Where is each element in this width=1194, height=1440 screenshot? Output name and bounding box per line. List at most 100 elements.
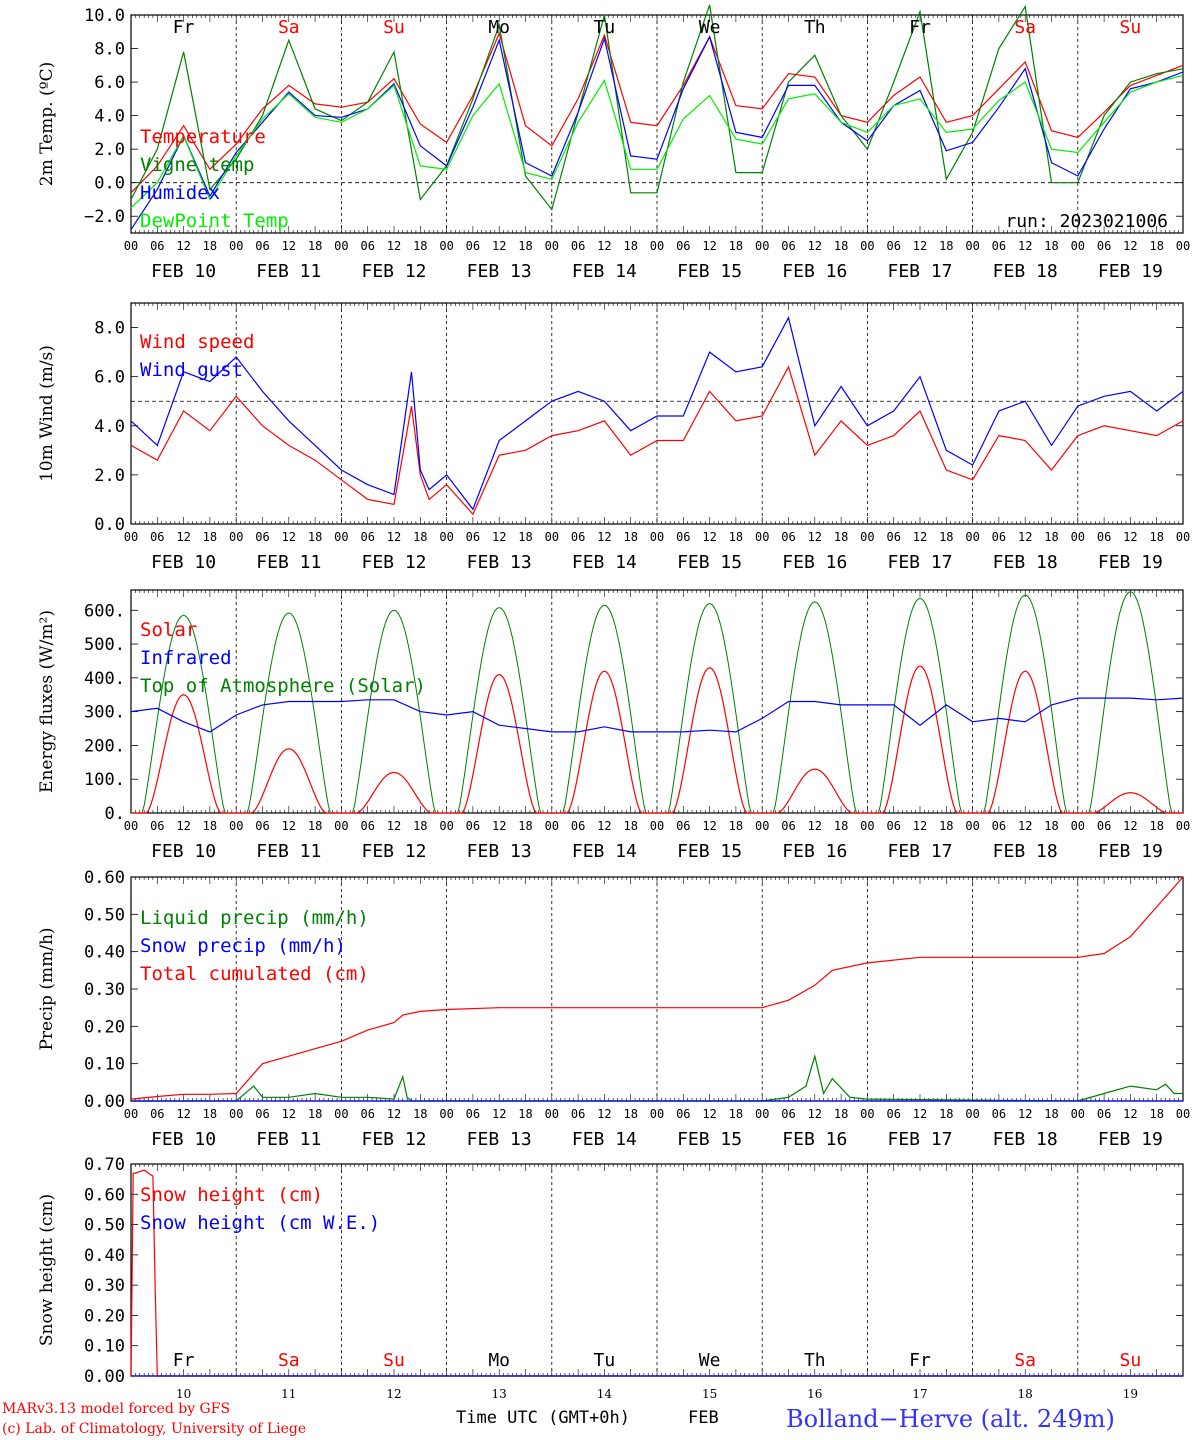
hour-tick-label: 12 bbox=[176, 530, 190, 544]
hour-tick-label: 12 bbox=[1123, 819, 1137, 833]
hour-tick-label: 18 bbox=[729, 819, 743, 833]
date-label: FEB 16 bbox=[782, 1129, 847, 1150]
hour-tick-label: 12 bbox=[492, 819, 506, 833]
y-tick-label: 600. bbox=[84, 601, 125, 621]
y-tick-label: −2.0 bbox=[84, 207, 125, 227]
hour-tick-label: 00 bbox=[860, 530, 874, 544]
weekday-label: We bbox=[699, 17, 721, 38]
model-credit: MARv3.13 model forced by GFS bbox=[2, 1401, 230, 1417]
panel-2: 0.0 2.0 4.0 6.0 8.0 10m Wind (m/s) Wind speed W… bbox=[37, 302, 1190, 573]
hour-tick-label: 18 bbox=[623, 1107, 637, 1121]
legend-entry: Humidex bbox=[140, 182, 220, 204]
hour-tick-label: 06 bbox=[1097, 239, 1111, 253]
hour-tick-label: 12 bbox=[597, 819, 611, 833]
hour-tick-label: 00 bbox=[755, 1107, 769, 1121]
hour-tick-label: 12 bbox=[808, 239, 822, 253]
hour-tick-label: 06 bbox=[150, 819, 164, 833]
hour-tick-label: 18 bbox=[939, 530, 953, 544]
hour-tick-label: 06 bbox=[992, 1107, 1006, 1121]
hour-tick-label: 06 bbox=[571, 819, 585, 833]
legend-entry: Top of Atmosphere (Solar) bbox=[140, 675, 426, 697]
date-label: FEB 14 bbox=[572, 552, 637, 573]
hour-tick-label: 12 bbox=[913, 239, 927, 253]
weekday-label: Sa bbox=[1014, 17, 1036, 38]
hour-tick-label: 00 bbox=[1176, 530, 1190, 544]
hour-tick-label: 06 bbox=[466, 530, 480, 544]
hour-tick-label: 00 bbox=[334, 530, 348, 544]
y-tick-label: 0.50 bbox=[84, 1216, 125, 1236]
hour-tick-label: 12 bbox=[1018, 239, 1032, 253]
date-label: FEB 11 bbox=[256, 1129, 321, 1150]
y-tick-label: 0.00 bbox=[84, 1092, 125, 1112]
y-tick-label: 0.00 bbox=[84, 1367, 125, 1387]
hour-tick-label: 18 bbox=[939, 239, 953, 253]
day-number-label: 13 bbox=[492, 1387, 507, 1401]
series-snow-height-cm bbox=[130, 1169, 1183, 1377]
weekday-label: Tu bbox=[594, 1350, 616, 1371]
hour-tick-label: 12 bbox=[702, 239, 716, 253]
series-vigne-temp bbox=[130, 4, 1184, 211]
hour-tick-label: 00 bbox=[124, 530, 138, 544]
date-label: FEB 16 bbox=[782, 552, 847, 573]
hour-tick-label: 00 bbox=[229, 1107, 243, 1121]
hour-tick-label: 06 bbox=[781, 530, 795, 544]
hour-tick-label: 18 bbox=[1149, 239, 1163, 253]
hour-tick-label: 06 bbox=[992, 239, 1006, 253]
hour-tick-label: 18 bbox=[729, 530, 743, 544]
y-tick-label: 0.20 bbox=[84, 1306, 125, 1326]
hour-tick-label: 12 bbox=[702, 530, 716, 544]
hour-tick-label: 06 bbox=[466, 239, 480, 253]
legend-entry: Solar bbox=[140, 619, 197, 641]
hour-tick-label: 12 bbox=[913, 530, 927, 544]
y-tick-label: 0.20 bbox=[84, 1017, 125, 1037]
hour-tick-label: 00 bbox=[755, 239, 769, 253]
hour-tick-label: 00 bbox=[439, 1107, 453, 1121]
hour-tick-label: 12 bbox=[1123, 530, 1137, 544]
series-wind-speed bbox=[130, 365, 1184, 516]
weekday-label: Fr bbox=[173, 17, 195, 38]
y-tick-label: 0.10 bbox=[84, 1055, 125, 1075]
hour-tick-label: 06 bbox=[781, 239, 795, 253]
date-label: FEB 19 bbox=[1098, 552, 1163, 573]
y-tick-label: 0.0 bbox=[94, 174, 125, 194]
time-axis-label: Time UTC (GMT+0h) bbox=[456, 1408, 630, 1428]
date-label: FEB 13 bbox=[467, 1129, 532, 1150]
hour-tick-label: 00 bbox=[439, 239, 453, 253]
y-axis-title: 2m Temp. (ºC) bbox=[37, 62, 57, 187]
hour-tick-label: 12 bbox=[492, 239, 506, 253]
date-label: FEB 14 bbox=[572, 261, 637, 282]
hour-tick-label: 18 bbox=[413, 239, 427, 253]
day-number-label: 17 bbox=[912, 1387, 927, 1401]
hour-tick-label: 06 bbox=[676, 1107, 690, 1121]
hour-tick-label: 00 bbox=[334, 1107, 348, 1121]
hour-tick-label: 00 bbox=[1071, 530, 1085, 544]
hour-tick-label: 00 bbox=[755, 530, 769, 544]
date-label: FEB 11 bbox=[256, 552, 321, 573]
legend-entry: Infrared bbox=[140, 647, 232, 669]
hour-tick-label: 18 bbox=[308, 239, 322, 253]
day-number-label: 16 bbox=[807, 1387, 822, 1401]
weekday-label: Su bbox=[1120, 1350, 1142, 1371]
y-tick-label: 0.50 bbox=[84, 905, 125, 925]
hour-tick-label: 12 bbox=[282, 530, 296, 544]
y-tick-label: 0.70 bbox=[84, 1155, 125, 1175]
y-tick-label: 8.0 bbox=[94, 319, 125, 339]
legend-entry: Wind gust bbox=[140, 359, 243, 381]
panel-3: 0. 100. 200. 300. 400. 500. 600. Energy fluxes … bbox=[37, 589, 1190, 862]
hour-tick-label: 00 bbox=[124, 1107, 138, 1121]
date-label: FEB 15 bbox=[677, 841, 742, 862]
hour-tick-label: 00 bbox=[545, 1107, 559, 1121]
day-number-label: 11 bbox=[281, 1387, 296, 1401]
hour-tick-label: 18 bbox=[413, 1107, 427, 1121]
series-infrared bbox=[130, 697, 1184, 733]
date-label: FEB 14 bbox=[572, 841, 637, 862]
date-label: FEB 13 bbox=[467, 552, 532, 573]
hour-tick-label: 18 bbox=[518, 819, 532, 833]
hour-tick-label: 18 bbox=[1044, 239, 1058, 253]
hour-tick-label: 06 bbox=[360, 239, 374, 253]
legend-entry: Vigne temp bbox=[140, 154, 254, 176]
weekday-label: Su bbox=[383, 1350, 405, 1371]
hour-tick-label: 00 bbox=[545, 239, 559, 253]
hour-tick-label: 00 bbox=[965, 239, 979, 253]
hour-tick-label: 06 bbox=[886, 1107, 900, 1121]
